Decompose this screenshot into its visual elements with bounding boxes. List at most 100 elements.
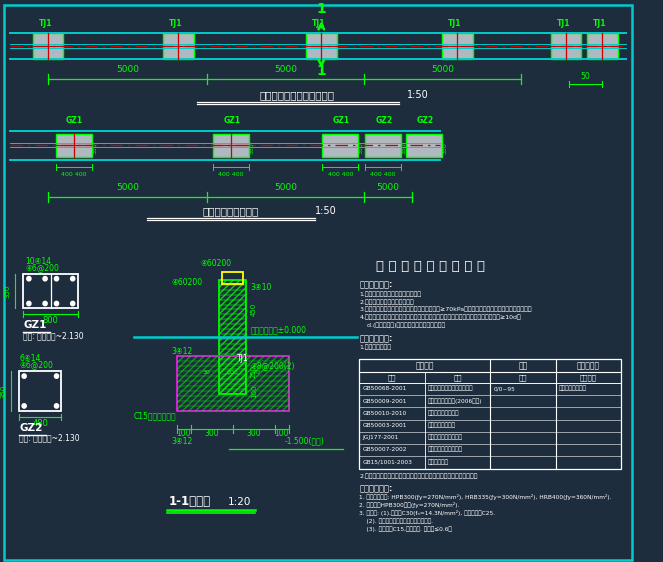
Text: TJ1: TJ1 (312, 19, 326, 28)
Text: 三、材料说明:: 三、材料说明: (359, 484, 392, 493)
Text: 300: 300 (247, 429, 261, 438)
Text: 标高: 基础顶面~2.130: 标高: 基础顶面~2.130 (19, 434, 80, 443)
Text: 1:50: 1:50 (315, 206, 336, 216)
Text: 350: 350 (359, 143, 364, 155)
Text: 300: 300 (204, 429, 219, 438)
Text: 100: 100 (274, 429, 289, 438)
Text: 3④10: 3④10 (251, 283, 272, 292)
Circle shape (71, 277, 75, 281)
Circle shape (22, 404, 27, 408)
Text: 4.柱纵筋在基础内的锚固参见标准图集，伸入基础底板内的钢筋端部应弯折，平直段≥10d。: 4.柱纵筋在基础内的锚固参见标准图集，伸入基础底板内的钢筋端部应弯折，平直段≥1… (359, 315, 521, 320)
Text: 250: 250 (251, 365, 257, 378)
Text: GB50007-2002: GB50007-2002 (362, 447, 407, 452)
Text: GB50068-2001: GB50068-2001 (362, 387, 406, 391)
Text: JGJ177-2001: JGJ177-2001 (362, 435, 398, 440)
Circle shape (27, 301, 31, 306)
Text: 一、工程概况:: 一、工程概况: (359, 280, 392, 289)
Text: 5000: 5000 (116, 65, 139, 74)
Text: 规范名称: 规范名称 (416, 361, 434, 370)
Text: 10④14: 10④14 (25, 257, 51, 266)
Circle shape (54, 277, 58, 281)
Text: 建筑地基基础设计规范: 建筑地基基础设计规范 (428, 447, 463, 452)
Text: 规范: 规范 (388, 374, 396, 380)
Text: 350: 350 (92, 143, 97, 155)
Bar (32, 33, 63, 59)
Text: 350: 350 (4, 284, 10, 298)
Bar (19, 371, 61, 411)
Text: TJ1: TJ1 (448, 19, 461, 28)
Text: TJ1: TJ1 (593, 19, 606, 28)
Circle shape (71, 301, 75, 306)
Bar (23, 274, 78, 309)
Text: GZ1: GZ1 (333, 116, 350, 125)
Text: 标高: 基础顶面~2.130: 标高: 基础顶面~2.130 (23, 332, 84, 341)
Bar (163, 33, 194, 59)
Bar (442, 33, 473, 59)
Text: ④60200: ④60200 (172, 278, 203, 287)
Text: 混 凝 土 结 构 设 计 说 明: 混 凝 土 结 构 设 计 说 明 (377, 260, 485, 273)
Text: 30: 30 (202, 370, 210, 375)
Text: 5000: 5000 (274, 65, 297, 74)
Text: GB50003-2001: GB50003-2001 (362, 423, 406, 428)
Text: 1: 1 (316, 64, 326, 78)
Text: d.(基础顶面一)上部结构钢筋延续至基础内。: d.(基础顶面一)上部结构钢筋延续至基础内。 (359, 323, 446, 328)
Text: GZ2: GZ2 (416, 116, 434, 125)
Text: 350: 350 (0, 384, 6, 398)
Text: 砌体结构设计规范: 砌体结构设计规范 (428, 423, 455, 428)
Text: 乡村建筑结构技术规范: 乡村建筑结构技术规范 (428, 434, 463, 440)
Text: (3). 使用水泥C15,净水灰比. 水灰比≤0.6。: (3). 使用水泥C15,净水灰比. 水灰比≤0.6。 (359, 527, 452, 532)
Bar (56, 134, 91, 157)
Text: 1. 纵向受力钢筋: HPB300(ƒy=270N/mm²), HRB335(ƒy=300N/mm²), HRB400(ƒy=360N/mm²).: 1. 纵向受力钢筋: HPB300(ƒy=270N/mm²), HRB335(ƒ… (359, 495, 612, 500)
Text: 1.相关结构规范。: 1.相关结构规范。 (359, 345, 392, 350)
Circle shape (27, 277, 31, 281)
Text: 400 400: 400 400 (61, 173, 86, 177)
Text: 通透式围墙局部基础平面图: 通透式围墙局部基础平面图 (260, 90, 335, 99)
Text: 1-1剖面图: 1-1剖面图 (169, 495, 211, 509)
Text: 6④14: 6④14 (19, 354, 40, 363)
Text: 1: 1 (316, 2, 326, 16)
Text: 建筑结构可靠度设计统一标准: 建筑结构可靠度设计统一标准 (428, 386, 473, 391)
Bar (176, 356, 289, 411)
Text: 350: 350 (443, 143, 448, 155)
Text: 名称: 名称 (453, 374, 462, 380)
Circle shape (22, 374, 27, 378)
Text: 3. 混凝土: (1).柱采用C30(fₙ=14.3N/mm²), 基础等采用C25.: 3. 混凝土: (1).柱采用C30(fₙ=14.3N/mm²), 基础等采用C… (359, 510, 495, 516)
Text: 1:20: 1:20 (228, 497, 251, 507)
Text: 5000: 5000 (274, 183, 297, 192)
Text: 350: 350 (402, 143, 406, 155)
Text: 800: 800 (43, 316, 59, 325)
Text: 100: 100 (176, 429, 191, 438)
Text: 二、设计依据:: 二、设计依据: (359, 334, 392, 343)
Text: TJ1: TJ1 (556, 19, 570, 28)
Text: GB50009-2001: GB50009-2001 (362, 398, 406, 404)
Text: 2. 箍筋采用HPB300钢筋(ƒy=270N/mm²).: 2. 箍筋采用HPB300钢筋(ƒy=270N/mm²). (359, 502, 459, 508)
Text: GZ1: GZ1 (66, 116, 83, 125)
Text: GB15/1001-2003: GB15/1001-2003 (362, 460, 412, 465)
Bar (213, 134, 249, 157)
Text: 400 400: 400 400 (328, 173, 353, 177)
Text: GZ2: GZ2 (19, 423, 42, 433)
Text: 5000: 5000 (116, 183, 139, 192)
Text: ④6@200: ④6@200 (19, 360, 53, 369)
Bar (406, 134, 442, 157)
Bar (365, 134, 401, 157)
Text: TJ1: TJ1 (237, 354, 248, 363)
Text: 2.本工程结构安全等级为二级。: 2.本工程结构安全等级为二级。 (359, 299, 414, 305)
Text: TJ1: TJ1 (38, 19, 52, 28)
Text: GZ1: GZ1 (23, 320, 46, 330)
Text: 400 400: 400 400 (371, 173, 396, 177)
Text: 3④12: 3④12 (172, 437, 193, 446)
Text: 编号: 编号 (518, 361, 528, 370)
Circle shape (54, 301, 58, 306)
Bar (306, 33, 337, 59)
Text: 建筑结构荷载规范(2006年版): 建筑结构荷载规范(2006年版) (428, 398, 482, 404)
Bar (219, 280, 246, 394)
Text: GZ1: GZ1 (223, 116, 240, 125)
Text: 备注及说明: 备注及说明 (577, 361, 600, 370)
Bar (551, 33, 581, 59)
Text: 1.本工程为幼儿园围墙结构施工图。: 1.本工程为幼儿园围墙结构施工图。 (359, 291, 422, 297)
Text: 建筑结构荷载规范: 建筑结构荷载规范 (559, 386, 587, 391)
Text: 混凝土结构设计规范: 混凝土结构设计规范 (428, 410, 459, 416)
Text: 200: 200 (227, 370, 239, 375)
Text: 400 400: 400 400 (218, 173, 243, 177)
